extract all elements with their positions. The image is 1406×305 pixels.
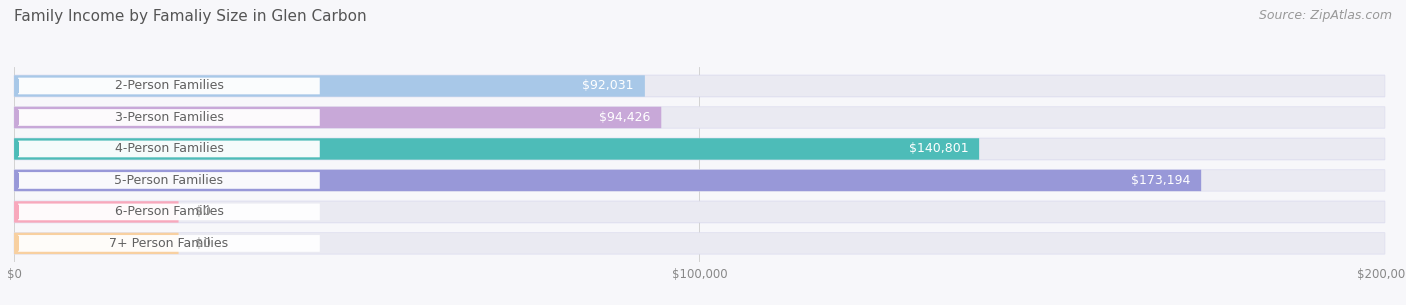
Text: $0: $0 <box>195 237 211 250</box>
FancyBboxPatch shape <box>18 141 319 157</box>
FancyBboxPatch shape <box>14 75 1385 97</box>
Text: 6-Person Families: 6-Person Families <box>114 206 224 218</box>
FancyBboxPatch shape <box>14 75 645 97</box>
FancyBboxPatch shape <box>14 231 1385 255</box>
FancyBboxPatch shape <box>18 172 319 189</box>
FancyBboxPatch shape <box>14 138 1385 160</box>
FancyBboxPatch shape <box>18 235 319 252</box>
FancyBboxPatch shape <box>18 203 319 220</box>
FancyBboxPatch shape <box>18 78 319 94</box>
FancyBboxPatch shape <box>14 74 1385 98</box>
Text: $173,194: $173,194 <box>1130 174 1191 187</box>
FancyBboxPatch shape <box>14 201 179 223</box>
FancyBboxPatch shape <box>14 170 1201 191</box>
Text: $0: $0 <box>195 206 211 218</box>
FancyBboxPatch shape <box>14 107 661 128</box>
FancyBboxPatch shape <box>14 138 979 160</box>
FancyBboxPatch shape <box>14 201 1385 223</box>
Text: 4-Person Families: 4-Person Families <box>114 142 224 156</box>
Text: 2-Person Families: 2-Person Families <box>114 80 224 92</box>
Text: 3-Person Families: 3-Person Families <box>114 111 224 124</box>
Text: $140,801: $140,801 <box>908 142 969 156</box>
FancyBboxPatch shape <box>14 168 1385 192</box>
FancyBboxPatch shape <box>14 106 1385 129</box>
Text: Source: ZipAtlas.com: Source: ZipAtlas.com <box>1258 9 1392 22</box>
FancyBboxPatch shape <box>14 200 1385 224</box>
FancyBboxPatch shape <box>14 233 1385 254</box>
Text: 5-Person Families: 5-Person Families <box>114 174 224 187</box>
Text: Family Income by Famaliy Size in Glen Carbon: Family Income by Famaliy Size in Glen Ca… <box>14 9 367 24</box>
FancyBboxPatch shape <box>18 109 319 126</box>
FancyBboxPatch shape <box>14 107 1385 128</box>
FancyBboxPatch shape <box>14 170 1385 191</box>
FancyBboxPatch shape <box>14 137 1385 161</box>
Text: $94,426: $94,426 <box>599 111 651 124</box>
Text: 7+ Person Families: 7+ Person Families <box>110 237 229 250</box>
Text: $92,031: $92,031 <box>582 80 634 92</box>
FancyBboxPatch shape <box>14 233 179 254</box>
